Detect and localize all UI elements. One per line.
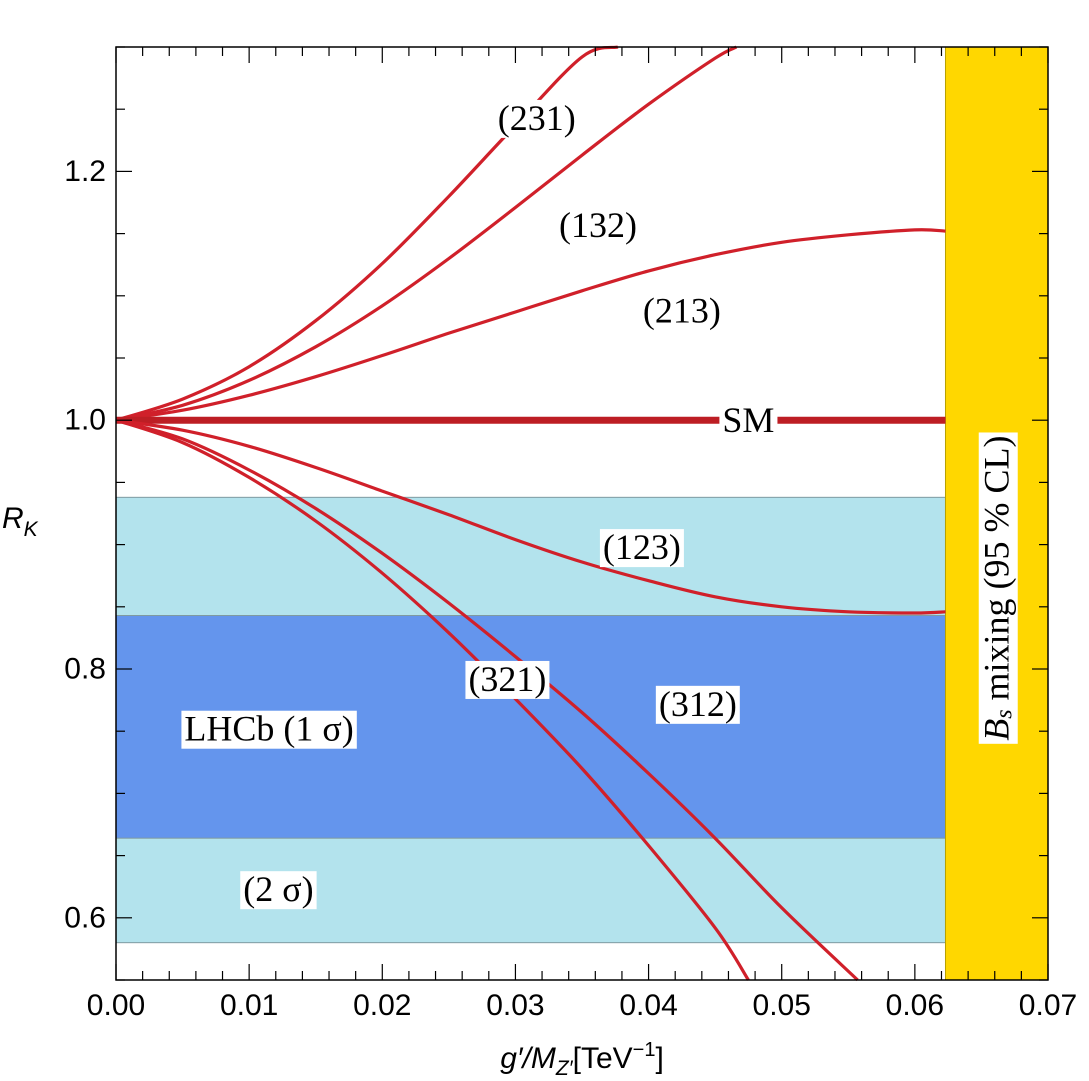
curve-label-SM-bg	[719, 402, 778, 441]
y-tick-label: 0.6	[64, 901, 106, 934]
curve-label-312-text: (312)	[659, 684, 737, 724]
x-axis-title-unit-sup: −1	[633, 1039, 656, 1061]
curve-label-213-bg	[639, 292, 724, 331]
curve-213	[115, 228, 946, 422]
y-axis-title-main: R	[2, 502, 24, 535]
exclusion-label: Bs mixing (95 % CL)	[977, 432, 1018, 744]
curve-label-123-text: (123)	[603, 527, 681, 567]
curve-label-312: (312)	[655, 684, 740, 724]
x-tick-label: 0.01	[220, 989, 278, 1022]
band-label-1sigma-text: LHCb (1 σ)	[184, 709, 353, 749]
curve-312	[115, 418, 859, 982]
y-tick-label: 1.0	[64, 404, 106, 437]
curve-label-123-bg	[599, 529, 684, 568]
x-axis-title-sub: Z′	[555, 1057, 574, 1080]
band-label-1sigma-bg	[181, 710, 357, 749]
curve-label-321: (321)	[465, 659, 550, 699]
curve-label-SM-text: SM	[722, 400, 774, 440]
curve-label-132: (132)	[555, 205, 640, 245]
curve-label-132-text: (132)	[559, 205, 637, 245]
exclusion-label-rest: mixing (95 % CL)	[977, 435, 1017, 709]
y-axis-title: RK	[2, 502, 39, 541]
x-axis-title-unit: [TeV	[573, 1042, 633, 1075]
x-tick-label: 0.03	[486, 989, 544, 1022]
curve-132	[115, 45, 738, 422]
x-tick-label: 0.05	[753, 989, 811, 1022]
curve-label-231: (231)	[494, 98, 579, 138]
labels-layer: (231) (132) (213) SM (123) (312) (321) LHCb (1 …	[181, 98, 1018, 910]
curve-label-132-bg	[555, 206, 640, 245]
x-tick-label: 0.04	[619, 989, 677, 1022]
x-tick-label: 0.00	[87, 989, 145, 1022]
curve-123	[115, 418, 946, 615]
axis-text-layer: 0.00 0.01 0.02 0.03 0.04 0.05 0.06 0.07 0.6 0.8 1.…	[2, 155, 1077, 1080]
curve-231	[115, 45, 619, 422]
curve-label-312-bg	[655, 685, 740, 724]
x-axis-title-close: ]	[655, 1042, 663, 1075]
curve-label-231-text: (231)	[498, 98, 576, 138]
curve-label-213-text: (213)	[643, 291, 721, 331]
curve-321	[115, 418, 750, 981]
x-tick-label: 0.02	[353, 989, 411, 1022]
y-axis-title-sub: K	[24, 518, 39, 541]
x-tick-label: 0.07	[1019, 989, 1077, 1022]
curves-layer	[115, 45, 946, 982]
curve-label-123: (123)	[599, 527, 684, 568]
exclusion-label-bg	[978, 432, 1018, 744]
curve-label-213: (213)	[639, 291, 724, 331]
x-axis-title-main: g′/M	[500, 1042, 556, 1075]
frame-layer	[115, 46, 1049, 981]
band-label-2sigma: (2 σ)	[240, 869, 317, 910]
y-tick-label: 0.8	[64, 653, 106, 686]
band-label-2sigma-bg	[240, 871, 317, 910]
curve-label-SM: SM	[719, 400, 778, 441]
curve-label-231-bg	[494, 99, 579, 138]
bands-layer	[115, 496, 946, 944]
band-label-1sigma: LHCb (1 σ)	[181, 709, 357, 749]
exclusion-label-b: B	[977, 719, 1017, 741]
exclusion-label-text: Bs mixing (95 % CL)	[977, 435, 1018, 740]
curve-label-321-text: (321)	[468, 659, 546, 699]
curve-label-321-bg	[465, 660, 550, 699]
x-tick-label: 0.06	[886, 989, 944, 1022]
y-tick-label: 1.2	[64, 155, 106, 188]
band-label-2sigma-text: (2 σ)	[243, 869, 313, 909]
x-axis-title: g′/MZ′[TeV−1]	[500, 1039, 664, 1080]
plot-frame	[115, 46, 1049, 981]
exclusion-label-sub: s	[992, 709, 1018, 718]
